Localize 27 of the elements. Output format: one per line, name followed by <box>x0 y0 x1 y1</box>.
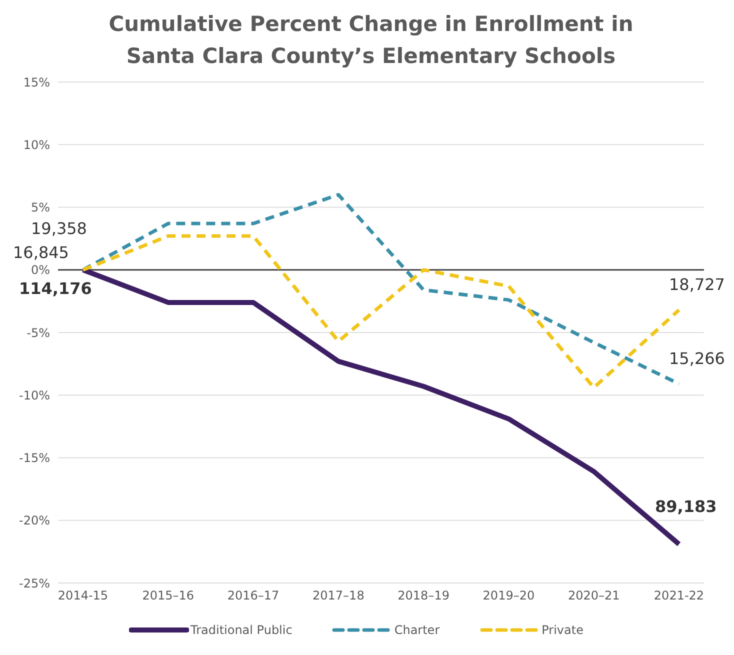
y-tick-label: -25% <box>18 576 50 590</box>
x-tick-label: 2018–19 <box>398 588 450 603</box>
annotation: 89,183 <box>655 497 717 516</box>
x-tick-label: 2021-22 <box>654 588 704 603</box>
y-tick-label: 0% <box>30 263 50 278</box>
x-tick-label: 2019–20 <box>482 588 535 603</box>
legend-label: Charter <box>393 623 440 637</box>
legend-label: Traditional Public <box>190 623 292 637</box>
x-tick-label: 2014-15 <box>58 588 108 603</box>
annotation: 18,727 <box>669 274 725 294</box>
y-tick-label: -20% <box>18 514 50 528</box>
chart-title: Cumulative Percent Change in Enrollment in Santa Clara County’s Elementary Schools <box>108 11 634 70</box>
x-tick-label: 2020–21 <box>568 588 620 603</box>
y-tick-label: 10% <box>23 138 50 152</box>
annotation: 19,358 <box>31 218 87 238</box>
y-tick-label: 5% <box>30 200 50 215</box>
y-tick-label: -5% <box>26 326 50 340</box>
legend-label: Private <box>540 623 584 637</box>
y-tick-label: -10% <box>18 388 50 402</box>
x-tick-label: 2017–18 <box>312 588 364 603</box>
x-tick-label: 2016–17 <box>227 588 280 603</box>
y-tick-label: 15% <box>23 75 50 90</box>
y-tick-label: -15% <box>18 451 50 466</box>
annotation: 15,266 <box>669 348 725 368</box>
x-tick-label: 2015–16 <box>142 588 194 603</box>
annotation: 16,845 <box>13 242 69 262</box>
annotation: 114,176 <box>19 278 92 298</box>
